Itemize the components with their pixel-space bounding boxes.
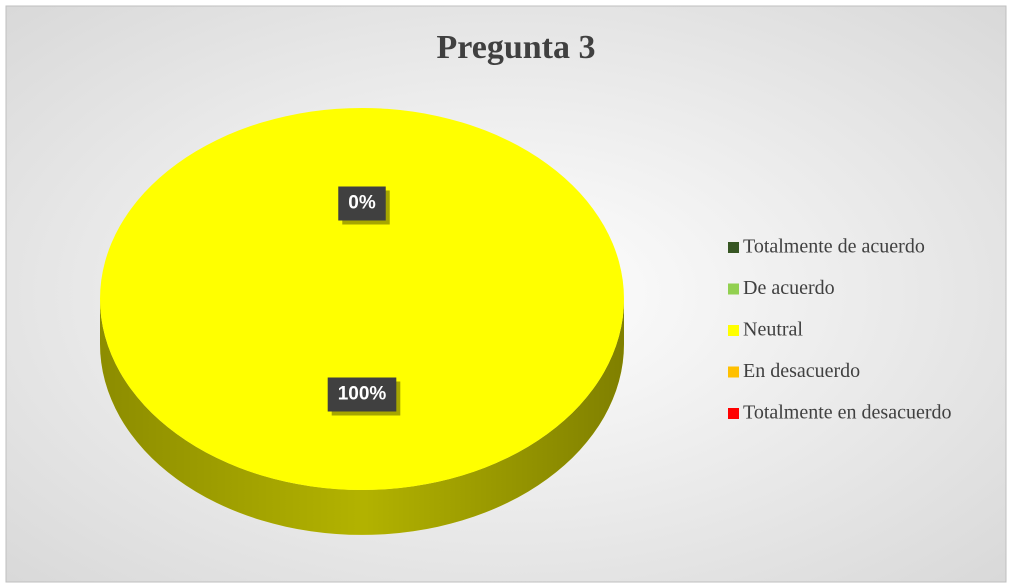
data-label: 100% <box>338 384 387 405</box>
legend-label: Neutral <box>743 319 803 341</box>
data-label-box <box>327 377 397 412</box>
legend-swatch <box>728 366 739 378</box>
pie-slice <box>100 108 624 490</box>
data-label-box <box>338 186 386 221</box>
data-label: 0% <box>348 193 376 214</box>
legend-label: Totalmente en desacuerdo <box>743 402 952 424</box>
pie-side-shade <box>100 299 624 535</box>
legend-swatch <box>728 283 739 295</box>
legend-label: De acuerdo <box>743 277 835 299</box>
chart-title: Pregunta 3 <box>437 29 596 66</box>
legend-swatch <box>728 408 739 419</box>
legend-label: En desacuerdo <box>743 360 860 382</box>
legend-swatch <box>728 242 739 253</box>
legend-label: Totalmente de acuerdo <box>743 236 925 258</box>
legend-swatch <box>728 325 739 336</box>
